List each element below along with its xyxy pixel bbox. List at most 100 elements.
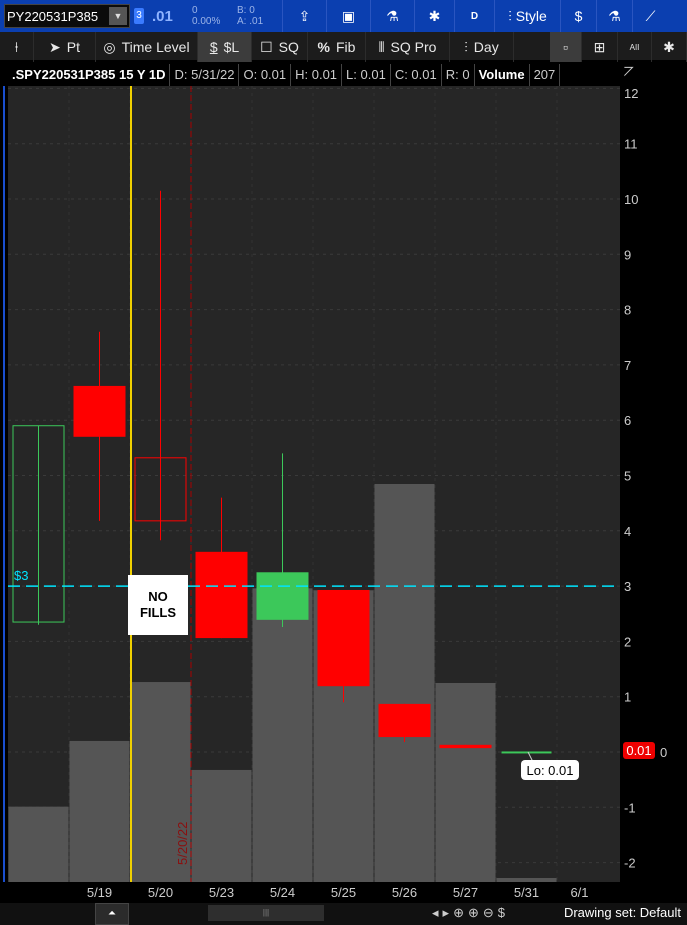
volume-bar (252, 588, 313, 882)
dollar-icon[interactable]: $ (560, 0, 596, 32)
dollar-icon[interactable]: $ (497, 905, 510, 920)
price-chart[interactable]: 1211109876543210-1-25/20/22$3NOFILLSLo: … (0, 0, 687, 903)
share-icon[interactable]: ⇪ (282, 0, 326, 32)
y-tick-label: -2 (624, 856, 636, 871)
change-block: 0 0.00% (192, 5, 237, 27)
drawing-icon[interactable]: ⟋ (632, 0, 668, 32)
y-tick-label: 0 (660, 745, 667, 760)
tool-time-level[interactable]: ◎ Time Level (96, 32, 198, 62)
lo-bubble-text: Lo: 0.01 (527, 763, 574, 778)
y-tick-label: -1 (624, 800, 636, 815)
pan-icon[interactable]: ◂▸ (432, 905, 454, 920)
drawing-set[interactable]: Drawing set: Default (563, 905, 681, 920)
x-tick-label: 5/26 (392, 885, 417, 900)
y-tick-label: 6 (624, 413, 631, 428)
crosshair-icon[interactable]: ⊕ (453, 905, 468, 920)
price-level-label: $3 (14, 568, 28, 583)
x-tick-label: 5/19 (87, 885, 112, 900)
candle-body (317, 589, 370, 687)
candle-body (378, 703, 431, 738)
tool-day[interactable]: ⫶ Day (450, 32, 514, 62)
vertical-line-label: 5/20/22 (175, 822, 190, 865)
y-tick-label: 11 (624, 137, 638, 152)
info-date: D: 5/31/22 (170, 64, 240, 86)
x-tick-label: 6/1 (570, 885, 588, 900)
symbol-text: PY220531P385 (7, 8, 99, 24)
info-range: R: 0 (442, 64, 475, 86)
volume-bar (374, 484, 435, 882)
volume-bar (191, 769, 252, 882)
style-button[interactable]: ⫶ Style (494, 0, 560, 32)
tool-sq-pro[interactable]: ⫴ SQ Pro (366, 32, 450, 62)
candle-icon: ⫶ (464, 38, 468, 55)
tool-label: Time Level (121, 39, 190, 55)
volume-bar (69, 740, 130, 882)
note-text: FILLS (140, 605, 176, 620)
flask-icon[interactable]: ⚗ (596, 0, 632, 32)
info-close: C: 0.01 (391, 64, 442, 86)
info-open: O: 0.01 (239, 64, 292, 86)
tool-label: Pt (66, 39, 80, 55)
zoom-controls[interactable]: ◂▸⊕⊕⊖$ (432, 903, 509, 923)
x-tick-label: 5/25 (331, 885, 356, 900)
y-tick-label: 5 (624, 469, 631, 484)
flask-icon[interactable]: ⚗ (370, 0, 414, 32)
tool-fib[interactable]: % Fib (308, 32, 366, 62)
tool-label: SQ (278, 39, 299, 55)
gear-icon[interactable]: ✱ (414, 0, 454, 32)
note-text: NO (148, 589, 168, 604)
y-tick-label: 1 (624, 690, 631, 705)
x-tick-label: 5/27 (453, 885, 478, 900)
chart-info-bar: .SPY220531P385 15 Y 1D D: 5/31/22 O: 0.0… (8, 64, 561, 86)
single-layout-icon[interactable]: ▫ (550, 32, 582, 62)
grid-layout-icon[interactable]: ⊞ (582, 32, 618, 62)
info-volume-label: Volume (475, 64, 530, 86)
chart-title: .SPY220531P385 15 Y 1D (8, 64, 171, 86)
y-tick-label: 10 (624, 192, 638, 207)
all-icon[interactable]: AII (618, 32, 652, 62)
zoom-in-icon[interactable]: ⊕ (467, 905, 483, 920)
candle-body (12, 425, 65, 623)
ask: A: .01 (237, 16, 264, 27)
y-tick-label: 2 (624, 634, 631, 649)
auto-scale-icon: ⦢ (624, 64, 634, 79)
tool-price-level[interactable]: $ $L (198, 32, 252, 62)
percent-icon: % (317, 39, 330, 55)
aggregation-button[interactable]: D (454, 0, 494, 32)
link-badge[interactable]: 3 (134, 8, 144, 24)
tool-sq[interactable]: ☐ SQ (252, 32, 308, 62)
candle-body (439, 744, 492, 749)
bid: B: 0 (237, 5, 255, 16)
y-tick-label: 8 (624, 303, 631, 318)
y-tick-label: 12 (624, 86, 638, 101)
price-level-icon: $ (209, 39, 218, 55)
tool-pt[interactable]: ➤ Pt (34, 32, 96, 62)
x-tick-label: 5/23 (209, 885, 234, 900)
expand-button[interactable]: ⏶ (95, 903, 129, 925)
scroll-thumb[interactable]: ||| (208, 905, 324, 921)
drawing-toolbar: ⍿ ➤ Pt ◎ Time Level $ $L ☐ SQ % Fib ⫴ SQ Pro ⫶… (0, 32, 687, 62)
chevron-down-icon[interactable]: ▼ (109, 7, 127, 25)
candle-body (195, 551, 248, 639)
note-box (128, 575, 188, 635)
symbol-input[interactable]: PY220531P385 ▼ (4, 4, 130, 28)
y-tick-label: 9 (624, 247, 631, 262)
alert-icon[interactable]: ▣ (326, 0, 370, 32)
test-tubes-icon: ⫴ (378, 38, 385, 55)
candle-body (501, 751, 552, 754)
tool-label: Fib (336, 39, 356, 55)
last-price-badge-text: 0.01 (626, 743, 651, 758)
pin-icon[interactable]: ⍿ (0, 32, 34, 62)
zoom-out-icon[interactable]: ⊖ (482, 905, 498, 920)
style-label: Style (515, 8, 547, 24)
tool-label: SQ Pro (390, 39, 437, 55)
bid-ask-block: B: 0 A: .01 (237, 5, 282, 27)
info-low: L: 0.01 (342, 64, 391, 86)
cursor-icon: ➤ (49, 38, 61, 55)
change-pct: 0.00% (192, 16, 221, 27)
volume-bar (8, 806, 69, 882)
scroll-bar[interactable]: ⏶ ||| ◂▸⊕⊕⊖$ (0, 903, 687, 925)
candle-body (134, 457, 187, 522)
last-price-badge (623, 742, 655, 759)
time-level-icon: ◎ (103, 38, 116, 55)
